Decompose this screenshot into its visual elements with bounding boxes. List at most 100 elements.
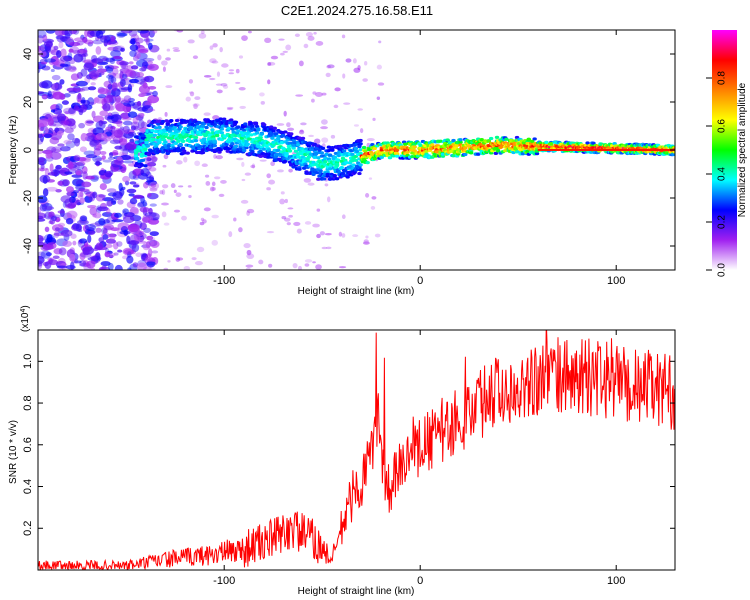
spectrogram-cell (198, 33, 207, 39)
y-tick-label: -40 (22, 238, 34, 254)
spectrogram-cell (526, 137, 531, 141)
spectrogram-cell (51, 120, 63, 127)
spectrogram-cell (163, 140, 168, 144)
spectrogram-cell (43, 233, 55, 243)
spectrogram-cell (56, 113, 67, 122)
spectrogram-cell (110, 198, 117, 203)
spectrogram-cell (83, 190, 91, 195)
spectrogram-cell (193, 103, 198, 110)
spectrogram-cell (120, 30, 133, 34)
spectrogram-cell (38, 251, 46, 260)
spectrogram-cell (123, 126, 128, 134)
spectrogram-cell (38, 81, 49, 89)
spectrogram-cell (238, 227, 243, 233)
spectrogram-cell (107, 156, 116, 160)
x-tick-label: -100 (213, 275, 235, 287)
spectrogram-cell (98, 218, 106, 226)
spectrogram-cell (494, 135, 500, 139)
spectrogram-cell (64, 171, 73, 175)
spectrogram-cell (129, 181, 137, 185)
spectrogram-cell (133, 154, 139, 158)
spectrogram-cell (123, 229, 128, 236)
spectrogram-cell (326, 64, 331, 69)
y-tick-label: 20 (22, 96, 34, 108)
spectrogram-cell (139, 206, 150, 213)
spectrogram-cell (44, 127, 49, 134)
spectrogram-cell (251, 163, 256, 169)
spectrogram-cell (102, 102, 111, 112)
spectrogram-cell (159, 190, 164, 195)
spectrogram-cell (96, 206, 109, 212)
spectrogram-cell (214, 133, 220, 138)
spectrogram-cell (365, 161, 370, 165)
spectrogram-cell (121, 117, 132, 121)
spectrogram-cell (146, 162, 157, 167)
spectrogram-cell (334, 87, 341, 92)
spectrogram-cell (84, 30, 89, 38)
spectrogram-cell (152, 30, 158, 34)
spectrogram-cell (116, 241, 123, 247)
spectrogram-cell (61, 30, 69, 36)
spectrogram-cell (62, 240, 72, 247)
spectrogram-cell (151, 250, 159, 254)
spectrogram-cell (99, 150, 107, 155)
spectrogram-cell (85, 175, 95, 180)
spectrogram-cell (151, 156, 157, 163)
spectrogram-cell (204, 174, 210, 178)
spectrogram-cell (71, 66, 77, 70)
spectrogram-cell (121, 73, 128, 79)
spectrogram-cell (68, 65, 77, 73)
spectrogram-cell (213, 154, 217, 159)
spectrogram-cell (55, 103, 63, 111)
spectrogram-cell (173, 49, 181, 53)
spectrogram-cell (203, 207, 211, 212)
spectrogram-cell (147, 85, 157, 90)
spectrogram-cell (135, 252, 142, 258)
spectrogram-cell (52, 148, 61, 153)
spectrogram-cell (62, 179, 70, 187)
spectrogram-cell (38, 63, 41, 70)
spectrogram-cell (70, 261, 75, 270)
spectrogram-cell (127, 223, 140, 233)
spectrogram-cell (120, 47, 125, 52)
spectrogram-cell (287, 149, 293, 153)
spectrogram-cell (86, 120, 95, 124)
spectrogram-cell (342, 73, 346, 79)
spectrogram-cell (299, 129, 304, 133)
spectrogram-cell (126, 235, 131, 245)
spectrogram-cell (228, 72, 235, 75)
spectrogram-cell (219, 127, 225, 131)
spectrogram-cell (111, 82, 118, 91)
spectrogram-cell (129, 70, 137, 79)
spectrogram-cell (80, 68, 88, 77)
spectrogram-cell (142, 57, 155, 62)
spectrogram-cell (142, 82, 148, 89)
spectrogram-cell (53, 169, 58, 177)
y-tick-label: 1.0 (22, 354, 34, 369)
spectrogram-cell (286, 222, 291, 226)
spectrogram-cell (162, 66, 166, 72)
spectrogram-cell (211, 186, 216, 191)
spectrogram-cell (144, 36, 149, 43)
spectrogram-cell (45, 252, 52, 257)
spectrogram-cell (244, 172, 252, 176)
spectrogram-cell (45, 186, 58, 192)
spectrogram-cell (82, 247, 90, 256)
spectrogram-cell (245, 267, 251, 270)
spectrogram-cell (187, 39, 195, 44)
spectrogram-cell (100, 261, 111, 267)
spectrogram-cell (38, 133, 44, 138)
spectrogram-cell (106, 66, 114, 74)
spectrogram-cell (345, 58, 352, 63)
spectrogram-cell (125, 69, 134, 77)
spectrogram-cell (268, 179, 276, 185)
spectrogram-cell (161, 184, 169, 189)
spectrogram-cell (129, 78, 139, 84)
spectrogram-cell (152, 90, 158, 97)
spectrogram-cell (73, 87, 86, 93)
spectrogram-cell (361, 145, 367, 150)
spectrogram-cell (109, 139, 121, 145)
spectrogram-cell (56, 130, 64, 137)
spectrogram-cell (253, 121, 259, 125)
spectrogram-cell (81, 181, 92, 188)
